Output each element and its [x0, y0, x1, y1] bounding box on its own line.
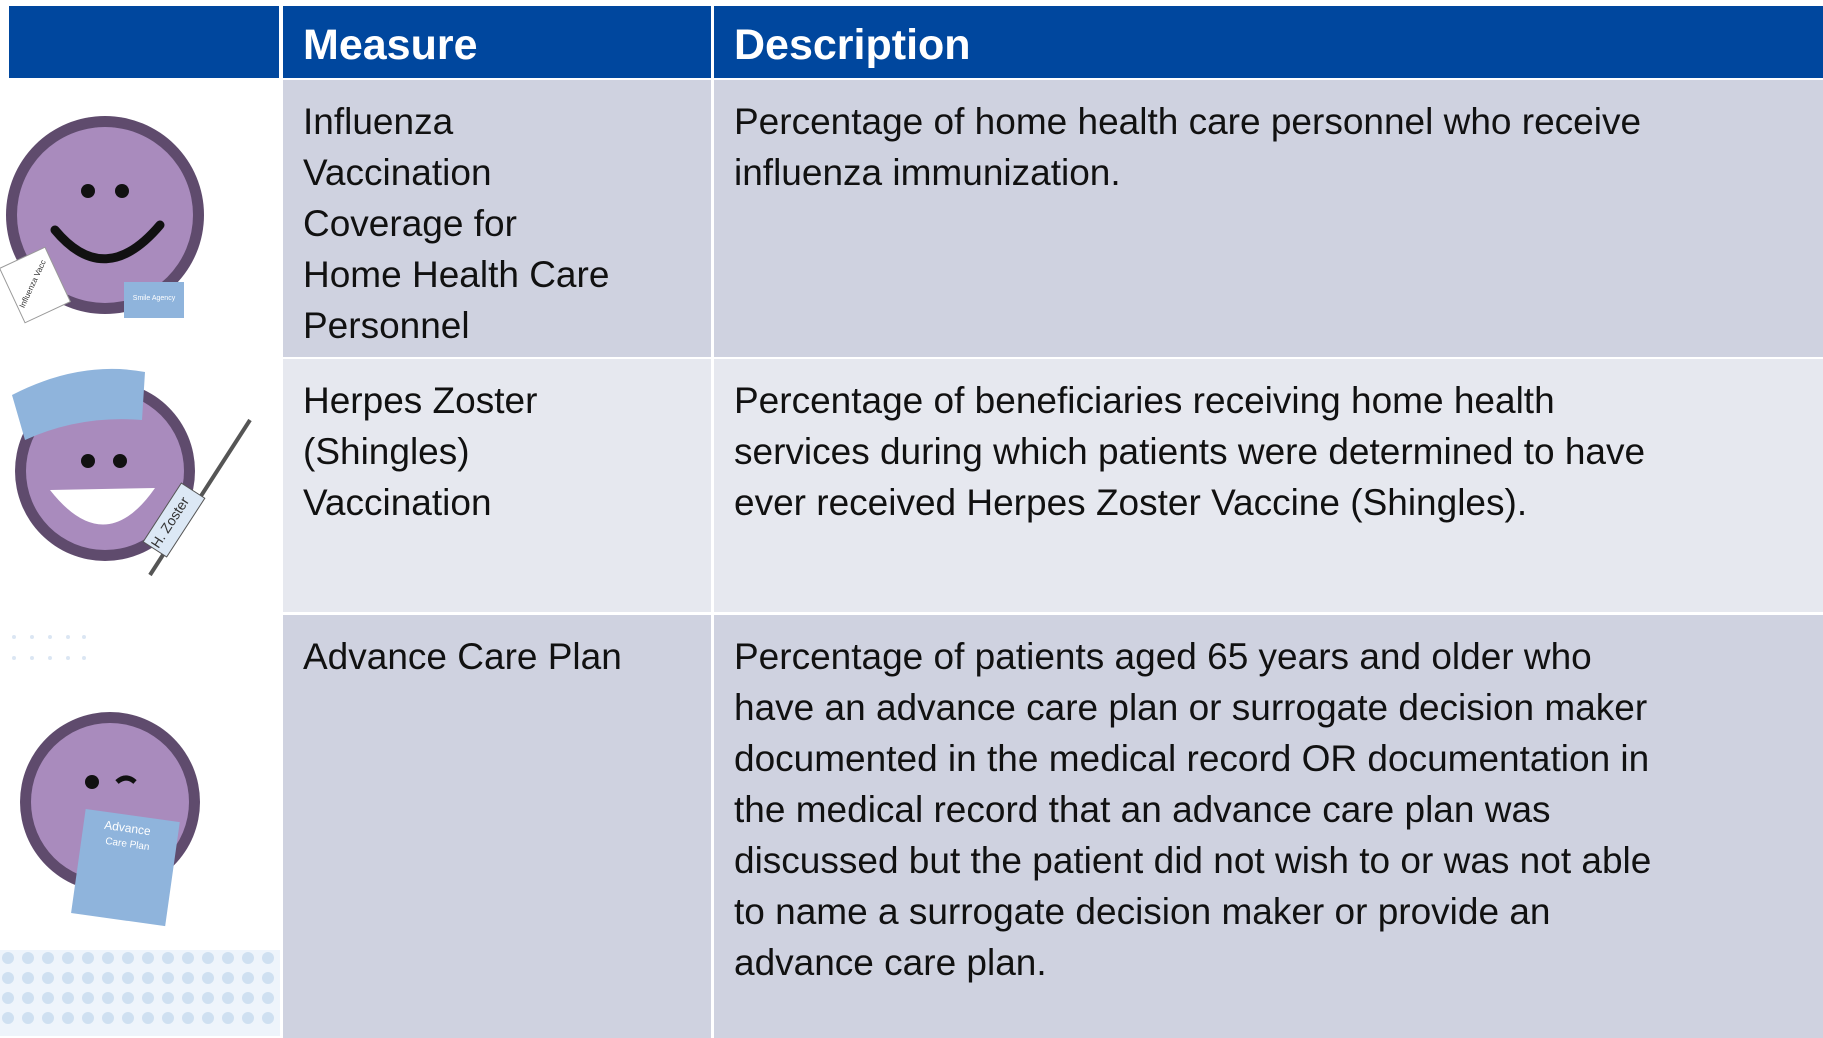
dot — [122, 972, 134, 984]
dot — [182, 992, 194, 1004]
dot — [242, 992, 254, 1004]
dot — [182, 1012, 194, 1024]
dot — [22, 992, 34, 1004]
dot — [2, 992, 14, 1004]
text-line: influenza immunization. — [734, 147, 1823, 198]
dot — [22, 972, 34, 984]
dot — [162, 992, 174, 1004]
dot — [122, 992, 134, 1004]
text-line: Vaccination — [303, 147, 711, 198]
dot — [262, 992, 274, 1004]
care-plan-face: Advance Care Plan — [20, 712, 200, 926]
dot — [102, 952, 114, 964]
dot — [142, 992, 154, 1004]
dot — [2, 952, 14, 964]
page: Measure Description InfluenzaVaccination… — [0, 0, 1823, 1036]
text-line: Percentage of patients aged 65 years and… — [734, 631, 1823, 682]
dot — [142, 952, 154, 964]
dot — [62, 952, 74, 964]
text-line: the medical record that an advance care … — [734, 784, 1823, 835]
dot — [262, 1012, 274, 1024]
dot — [222, 972, 234, 984]
text-line: advance care plan. — [734, 937, 1823, 988]
dots-pattern — [0, 950, 280, 1036]
dot — [142, 972, 154, 984]
text-line: Vaccination — [303, 477, 711, 528]
influenza-face: Influenza Vacc Smile Agency — [0, 116, 204, 323]
dot — [102, 972, 114, 984]
text-line: documented in the medical record OR docu… — [734, 733, 1823, 784]
dot — [242, 972, 254, 984]
dot — [142, 1012, 154, 1024]
dot — [262, 952, 274, 964]
dot — [122, 952, 134, 964]
dot — [242, 952, 254, 964]
badge-label: Smile Agency — [133, 295, 176, 302]
dot — [2, 1012, 14, 1024]
dot — [202, 1012, 214, 1024]
dot — [262, 972, 274, 984]
dot — [22, 952, 34, 964]
description-cell: Percentage of beneficiaries receiving ho… — [714, 359, 1823, 612]
dot — [122, 1012, 134, 1024]
dot — [82, 952, 94, 964]
dot — [42, 1012, 54, 1024]
measure-cell: Herpes Zoster(Shingles)Vaccination — [283, 359, 711, 612]
dot — [82, 992, 94, 1004]
text-line: Home Health Care — [303, 249, 711, 300]
header-measure: Measure — [283, 6, 711, 78]
text-line: (Shingles) — [303, 426, 711, 477]
dot — [82, 1012, 94, 1024]
dot — [62, 1012, 74, 1024]
shingles-face: H. Zoster — [12, 369, 250, 575]
icons: Influenza Vacc Smile Agency H. Zoster Ad… — [0, 0, 283, 1036]
dot — [62, 992, 74, 1004]
dot — [62, 972, 74, 984]
text-line: services during which patients were dete… — [734, 426, 1823, 477]
dot — [2, 972, 14, 984]
dots-decoration — [12, 635, 86, 660]
dot — [222, 952, 234, 964]
dot — [162, 972, 174, 984]
text-line: Personnel — [303, 300, 711, 351]
description-cell: Percentage of home health care personnel… — [714, 80, 1823, 357]
dot — [222, 992, 234, 1004]
dot — [42, 972, 54, 984]
dot — [242, 1012, 254, 1024]
dot — [182, 952, 194, 964]
dot — [202, 992, 214, 1004]
dot — [202, 972, 214, 984]
dot — [182, 972, 194, 984]
text-line: Herpes Zoster — [303, 375, 711, 426]
text-line: Coverage for — [303, 198, 711, 249]
text-line: discussed but the patient did not wish t… — [734, 835, 1823, 886]
dot — [162, 952, 174, 964]
measure-cell: Advance Care Plan — [283, 615, 711, 1038]
text-line: ever received Herpes Zoster Vaccine (Shi… — [734, 477, 1823, 528]
dot — [202, 952, 214, 964]
text-line: to name a surrogate decision maker or pr… — [734, 886, 1823, 937]
dot — [42, 952, 54, 964]
dot — [102, 1012, 114, 1024]
dot — [22, 1012, 34, 1024]
text-line: Advance Care Plan — [303, 631, 711, 682]
dot — [42, 992, 54, 1004]
text-line: have an advance care plan or surrogate d… — [734, 682, 1823, 733]
dot — [82, 972, 94, 984]
description-cell: Percentage of patients aged 65 years and… — [714, 615, 1823, 1038]
dot — [102, 992, 114, 1004]
dot — [162, 1012, 174, 1024]
dot — [222, 1012, 234, 1024]
text-line: Percentage of home health care personnel… — [734, 96, 1823, 147]
header-description: Description — [714, 6, 1823, 78]
text-line: Percentage of beneficiaries receiving ho… — [734, 375, 1823, 426]
text-line: Influenza — [303, 96, 711, 147]
